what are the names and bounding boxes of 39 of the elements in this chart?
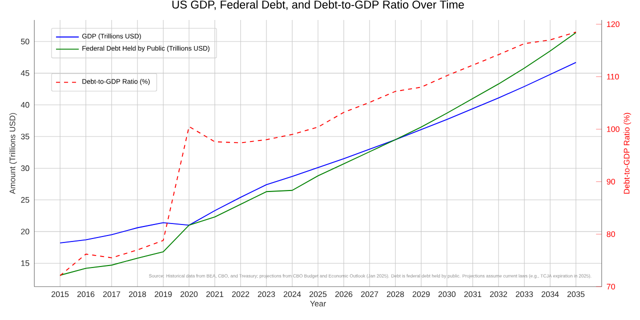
y-tick-label: 50 xyxy=(20,38,30,44)
y-tick-label: 40 xyxy=(20,102,30,108)
x-tick-label: 2033 xyxy=(516,291,533,298)
y-axis-title: Amount (Trillions USD) xyxy=(9,113,17,194)
y-tick-label: 15 xyxy=(21,260,30,266)
x-tick-label: 2032 xyxy=(490,291,508,298)
chart-title: US GDP, Federal Debt, and Debt-to-GDP Ratio Over Time xyxy=(172,0,464,10)
y-tick-label: 30 xyxy=(20,165,30,172)
x-tick-label: 2016 xyxy=(77,291,94,298)
y2-tick-label: 120 xyxy=(607,21,620,28)
y2-tick-label: 100 xyxy=(607,126,620,132)
y-tick-label: 20 xyxy=(21,228,30,234)
y2-tick-label: 70 xyxy=(606,284,616,290)
y-tick-label: 25 xyxy=(21,197,30,203)
x-tick-label: 2018 xyxy=(128,291,146,298)
x-tick-label: 2023 xyxy=(258,291,275,298)
x-tick-label: 2022 xyxy=(232,291,250,298)
x-tick-label: 2026 xyxy=(335,291,352,298)
x-tick-label: 2028 xyxy=(386,291,404,298)
x-tick-label: 2030 xyxy=(438,291,456,298)
y-tick-label: 45 xyxy=(20,70,30,76)
x-tick-label: 2017 xyxy=(103,291,120,298)
x-tick-label: 2034 xyxy=(542,291,559,298)
x-tick-label: 2015 xyxy=(52,291,69,298)
y2-tick-label: 90 xyxy=(606,178,616,185)
x-tick-label: 2027 xyxy=(361,291,378,298)
y-tick-label: 35 xyxy=(20,134,30,140)
x-tick-label: 2031 xyxy=(464,291,482,298)
x-tick-label: 2019 xyxy=(154,291,172,298)
y2-tick-label: 80 xyxy=(606,231,616,237)
x-tick-label: 2025 xyxy=(310,291,327,298)
x-tick-label: 2029 xyxy=(412,291,430,298)
x-tick-label: 2021 xyxy=(206,291,224,298)
x-tick-label: 2020 xyxy=(180,291,198,298)
y2-axis-title: Debt-to-GDP Ratio (%) xyxy=(624,112,632,194)
x-axis-title: Year xyxy=(310,300,326,306)
y2-tick-label: 110 xyxy=(607,74,619,80)
x-tick-label: 2024 xyxy=(284,291,301,298)
x-tick-label: 2035 xyxy=(567,291,584,298)
